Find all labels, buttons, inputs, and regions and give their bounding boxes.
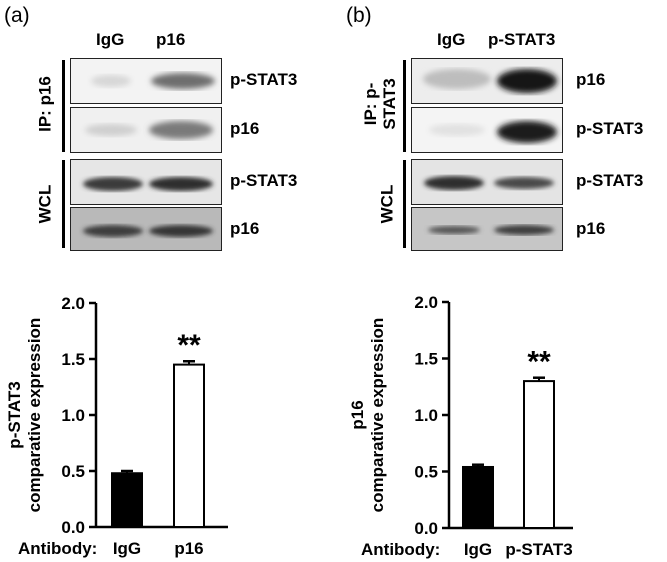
- chart-a-bar-0: [111, 472, 143, 529]
- chart-a-bar-1: [173, 363, 205, 528]
- chart-a-ytick-label-3: 1.5: [61, 350, 85, 369]
- band-b-4-label: p16: [576, 219, 606, 238]
- band-a-3-label: p-STAT3: [230, 171, 298, 190]
- panel-b-ip-label: IP: p- STAT3: [361, 78, 399, 129]
- chart-b-ytick-label-1: 0.5: [414, 463, 438, 482]
- band-b-1-label: p16: [576, 70, 606, 89]
- chart-b-ytick-label-0: 0.0: [414, 519, 438, 538]
- blot-a-1-bands: [91, 73, 215, 89]
- chart-a-ylabel: p-STAT3 comparative expression: [5, 318, 44, 513]
- chart-a-category-label-0: IgG: [113, 539, 141, 558]
- blot-b-2: [411, 107, 563, 153]
- panel-a-col-p16: p16: [156, 30, 186, 49]
- panel-b-col-pstat3: p-STAT3: [488, 30, 556, 49]
- chart-a: 0.0 0.5 1.0 1.5 2.0 p-STAT3 comparative expres…: [5, 294, 228, 558]
- panel-b-ip-label-line2: STAT3: [380, 78, 399, 130]
- chart-a-category-label-1: p16: [174, 539, 203, 558]
- chart-b: 0.0 0.5 1.0 1.5 2.0 p16 comparative expression…: [348, 293, 573, 559]
- panel-b-col-igg: IgG: [437, 30, 466, 49]
- chart-b-ytick-label-3: 1.5: [414, 350, 438, 369]
- chart-b-category-label-1: p-STAT3: [505, 540, 572, 559]
- panel-b-ip-bracket: [403, 60, 406, 152]
- chart-b-ylabel: p16 comparative expression: [348, 318, 387, 513]
- chart-b-category-label-0: IgG: [464, 540, 492, 559]
- panel-a-wcl-label: WCL: [35, 184, 55, 224]
- chart-a-ytick-label-4: 2.0: [61, 294, 85, 313]
- blot-a-4: [70, 207, 222, 251]
- panel-a-wcl-bracket: [62, 160, 65, 248]
- blot-a-1: [70, 58, 222, 104]
- band-b-3-label: p-STAT3: [576, 171, 644, 190]
- chart-b-ylabel-line1: p16: [348, 400, 367, 429]
- panel-a-ip-bracket: [62, 60, 65, 152]
- panel-a-col-igg: IgG: [96, 30, 125, 49]
- blot-a-4-bands: [83, 225, 213, 237]
- blot-a-2: [70, 107, 222, 153]
- band-a-2-label: p16: [230, 119, 260, 138]
- panel-b-label: (b): [346, 4, 372, 27]
- chart-a-ylabel-line2: comparative expression: [25, 318, 44, 513]
- chart-b-bar-0: [462, 465, 494, 529]
- chart-a-xlabel: Antibody:: [18, 539, 97, 558]
- panel-b-wcl-bracket: [403, 160, 406, 248]
- panel-b-wcl-label: WCL: [377, 184, 397, 224]
- blot-a-3-bands: [83, 177, 213, 191]
- chart-b-ylabel-line2: comparative expression: [368, 318, 387, 513]
- blot-b-4-bands: [428, 225, 554, 235]
- chart-a-ytick-label-2: 1.0: [61, 406, 85, 425]
- chart-b-bar-1: [523, 380, 555, 529]
- panel-b-ip-label-line1: IP: p-: [361, 82, 380, 126]
- blot-a-2-bands: [85, 121, 213, 139]
- chart-b-ytick-label-4: 2.0: [414, 293, 438, 312]
- blot-b-1: [411, 58, 563, 104]
- panel-a-ip-label: IP: p16: [35, 76, 55, 132]
- blot-b-3-bands: [424, 176, 554, 190]
- band-a-4-label: p16: [230, 219, 260, 238]
- chart-a-ylabel-line1: p-STAT3: [5, 381, 24, 448]
- chart-b-significance: **: [527, 346, 551, 379]
- blot-a-3: [70, 159, 222, 205]
- chart-a-significance: **: [177, 329, 201, 362]
- band-b-2-label: p-STAT3: [576, 119, 644, 138]
- chart-b-xlabel: Antibody:: [361, 540, 440, 559]
- band-a-1-label: p-STAT3: [230, 70, 298, 89]
- chart-a-ytick-label-0: 0.0: [61, 518, 85, 537]
- blot-b-1-bands: [423, 69, 557, 93]
- blot-b-3: [411, 159, 563, 205]
- chart-a-ytick-label-1: 0.5: [61, 462, 85, 481]
- panel-a-label: (a): [4, 4, 30, 27]
- chart-b-ytick-label-2: 1.0: [414, 406, 438, 425]
- blot-b-2-bands: [429, 121, 557, 143]
- blot-b-4: [411, 207, 563, 251]
